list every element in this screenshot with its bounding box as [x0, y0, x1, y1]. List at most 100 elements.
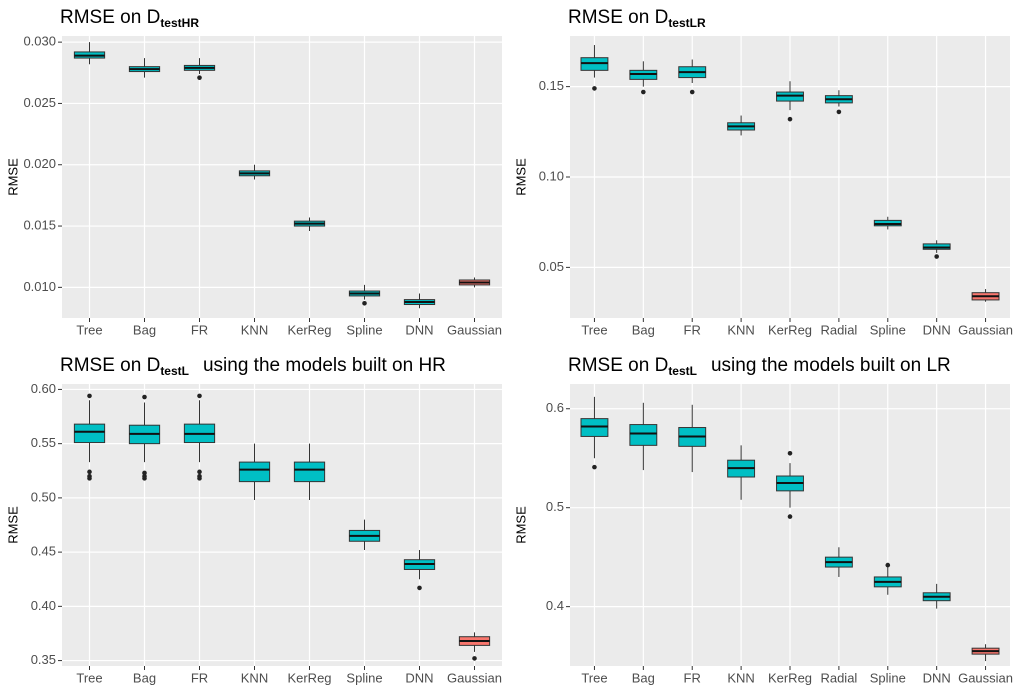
y-tick-label: 0.15	[539, 78, 564, 93]
title-subscript: testLR	[668, 16, 706, 30]
outlier	[417, 585, 422, 591]
y-axis-label: RMSE	[513, 506, 528, 544]
x-tick-label: Spline	[346, 322, 382, 337]
box	[238, 461, 271, 483]
y-tick-label: 0.35	[31, 652, 56, 667]
outlier	[689, 89, 695, 95]
x-tick-label: FR	[191, 670, 208, 685]
outlier	[87, 476, 92, 481]
y-tick-label: 0.55	[31, 435, 56, 450]
x-tick-label: Bag	[632, 670, 655, 685]
outlier	[592, 86, 597, 91]
title-main: RMSE on D	[60, 7, 160, 28]
y-tick-label: 0.010	[23, 279, 56, 294]
x-tick-label: Radial	[820, 670, 857, 685]
outlier	[197, 469, 202, 475]
x-tick-label: Tree	[581, 670, 607, 685]
x-tick-label: Spline	[870, 322, 906, 337]
box	[293, 461, 326, 483]
plot-background	[62, 384, 502, 666]
chart-title: RMSE on DtestLR	[568, 7, 706, 30]
chart-panel: RMSE on DtestLR RMSE 0.05 0.10 0.15 Tree Bag FR…	[513, 7, 1013, 337]
outlier	[197, 476, 202, 481]
outlier	[885, 562, 891, 568]
chart-panel: RMSE on DtestHR RMSE 0.010 0.015 0.020 0.025 0…	[5, 7, 502, 337]
outlier	[592, 464, 597, 470]
x-tick-label: Bag	[133, 670, 156, 685]
y-tick-label: 0.6	[546, 400, 564, 415]
x-tick-label: DNN	[923, 670, 951, 685]
x-tick-label: Bag	[133, 322, 156, 337]
x-tick-label: Spline	[870, 670, 906, 685]
outlier	[142, 394, 147, 400]
x-tick-label: Gaussian	[958, 322, 1013, 337]
title-subscript: testL	[160, 364, 189, 378]
y-tick-label: 0.60	[31, 381, 56, 396]
x-tick-label: Tree	[76, 670, 102, 685]
outlier	[836, 109, 842, 115]
outlier	[787, 116, 793, 122]
y-tick-label: 0.10	[539, 168, 564, 183]
x-tick-label: KNN	[241, 670, 268, 685]
y-axis-label: RMSE	[5, 158, 20, 196]
y-tick-label: 0.015	[23, 217, 56, 232]
outlier	[934, 254, 939, 259]
x-tick-label: FR	[684, 670, 701, 685]
outlier	[142, 476, 147, 481]
x-tick-label: Tree	[581, 322, 607, 337]
chart-panel: RMSE on DtestL using the models built on …	[5, 355, 502, 685]
x-tick-label: DNN	[923, 322, 951, 337]
title-suffix: using the models built on HR	[203, 355, 446, 376]
outlier	[787, 450, 793, 456]
x-tick-label: KerReg	[768, 670, 812, 685]
box	[629, 424, 658, 446]
chart-title: RMSE on DtestHR	[60, 7, 199, 30]
x-tick-label: Tree	[76, 322, 102, 337]
y-axis-label: RMSE	[513, 158, 528, 196]
outlier	[87, 469, 92, 475]
outlier	[472, 656, 477, 661]
title-subscript: testHR	[160, 16, 199, 30]
x-tick-label: KNN	[727, 670, 754, 685]
x-tick-label: KerReg	[768, 322, 812, 337]
x-tick-label: Gaussian	[447, 322, 502, 337]
x-tick-label: DNN	[405, 322, 433, 337]
chart-title: RMSE on DtestL using the models built on …	[60, 355, 446, 378]
x-tick-label: KNN	[727, 322, 754, 337]
outlier	[787, 514, 793, 519]
chart-title: RMSE on DtestL using the models built on …	[568, 355, 951, 378]
title-suffix: using the models built on LR	[711, 355, 951, 376]
outlier	[362, 300, 367, 306]
title-main: RMSE on D	[568, 355, 668, 376]
x-tick-label: Spline	[346, 670, 382, 685]
x-tick-label: KerReg	[287, 322, 331, 337]
x-tick-label: Gaussian	[958, 670, 1013, 685]
y-tick-label: 0.50	[31, 489, 56, 504]
x-tick-label: Radial	[820, 322, 857, 337]
x-tick-label: DNN	[405, 670, 433, 685]
outlier	[197, 75, 202, 80]
chart-panel: RMSE on DtestL using the models built on …	[513, 355, 1013, 685]
y-tick-label: 0.030	[23, 34, 56, 49]
x-tick-label: KerReg	[287, 670, 331, 685]
title-subscript: testL	[668, 364, 697, 378]
outlier	[641, 89, 646, 95]
x-tick-label: Bag	[632, 322, 655, 337]
box	[73, 423, 106, 444]
outlier	[197, 393, 202, 399]
x-tick-label: FR	[191, 322, 208, 337]
y-tick-label: 0.45	[31, 544, 56, 559]
y-tick-label: 0.5	[546, 499, 564, 514]
y-tick-label: 0.4	[546, 598, 564, 613]
title-main: RMSE on D	[568, 7, 668, 28]
y-tick-label: 0.020	[23, 156, 56, 171]
outlier	[87, 393, 92, 399]
y-axis-label: RMSE	[5, 506, 20, 544]
outlier	[142, 470, 147, 476]
y-tick-label: 0.05	[539, 259, 564, 274]
y-tick-label: 0.40	[31, 598, 56, 613]
x-tick-label: Gaussian	[447, 670, 502, 685]
plot-background	[62, 36, 502, 318]
title-main: RMSE on D	[60, 355, 160, 376]
